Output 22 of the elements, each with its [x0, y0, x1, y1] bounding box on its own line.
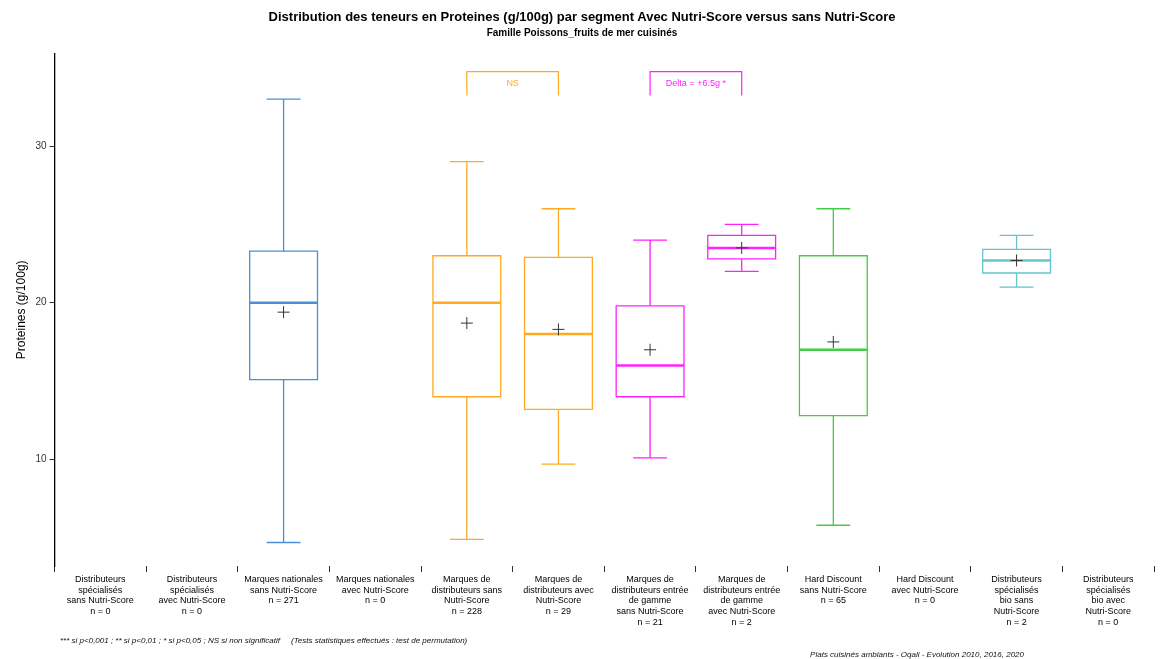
x-tick-label: Marques de distributeurs entrée de gamme sans Nutri-Score n = 21: [611, 573, 689, 628]
y-axis-title: Proteines (g/100g): [13, 260, 28, 360]
y-tick-label: 20: [35, 296, 47, 308]
x-tick-label: Marques de distributeurs avec Nutri-Score n = 29: [523, 573, 595, 617]
x-tick-label: Marques de distributeurs entrée de gamme avec Nutri-Score n = 2: [703, 573, 781, 628]
y-tick-label: 30: [35, 139, 47, 151]
text: *** si p<0,001 ; ** si p<0,01 ; * si p<0,05 ; NS si non significatif (Tests statistiques effectués : test de permutation): [60, 636, 468, 645]
y-tick-label: 10: [35, 453, 47, 465]
x-tick-label: Hard Discount avec Nutri-Score n = 0: [891, 573, 959, 606]
x-tick-label: Hard Discount sans Nutri-Score n = 65: [799, 573, 867, 606]
annotation: NS: [506, 77, 519, 88]
x-tick-label: Distributeurs spécialisés bio avec Nutri-Score n = 0: [1082, 573, 1134, 628]
annotation: Delta = +6.5g *: [665, 77, 727, 88]
text: Plats cuisinés ambiants - Oqali - Evolution 2010, 2016, 2020: [810, 650, 1024, 659]
x-tick-label: Marques de distributeurs sans Nutri-Score n = 228: [431, 573, 503, 617]
x-tick-label: Marques nationales avec Nutri-Score n = 0: [335, 573, 415, 606]
x-tick-label: Distributeurs spécialisés avec Nutri-Score n = 0: [158, 573, 226, 617]
chart-title: Distribution des teneurs en Proteines (g/100g) par segment Avec Nutri-Score versus sans Nutri-Score: [268, 9, 896, 25]
x-tick-label: Distributeurs spécialisés bio sans Nutri-Score n = 2: [991, 573, 1043, 628]
x-tick-label: Marques nationales sans Nutri-Score n = 271: [244, 573, 324, 606]
chart-subtitle: Famille Poissons_fruits de mer cuisinés: [486, 27, 678, 39]
x-tick-label: Distributeurs spécialisés sans Nutri-Score n = 0: [66, 573, 134, 617]
